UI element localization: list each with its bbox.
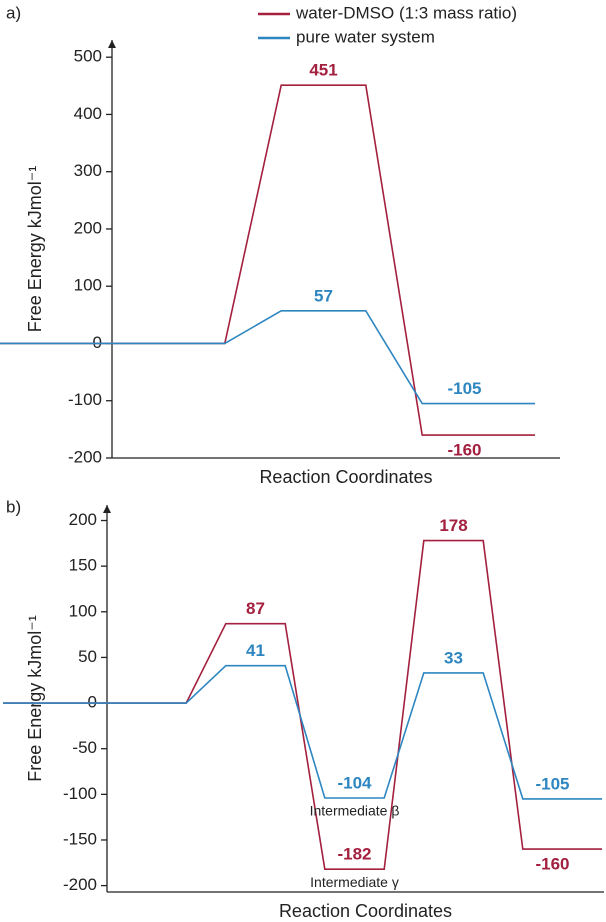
annotation: Intermediate γ — [310, 874, 399, 890]
value-label: -104 — [337, 773, 372, 792]
y-tick-label: 150 — [69, 556, 97, 575]
y-tick-label: -50 — [72, 738, 97, 757]
y-tick-label: 200 — [74, 218, 102, 237]
y-tick-label: -200 — [63, 875, 97, 894]
legend-label: pure water system — [296, 27, 435, 46]
y-tick-label: 400 — [74, 104, 102, 123]
energy-line — [3, 664, 602, 800]
panel-label: a) — [6, 3, 21, 22]
value-label: 41 — [246, 641, 265, 660]
y-tick-label: 500 — [74, 47, 102, 66]
y-tick-label: 50 — [78, 647, 97, 666]
y-tick-label: -150 — [63, 829, 97, 848]
value-label: 451 — [309, 61, 337, 80]
y-tick-label: 0 — [93, 333, 102, 352]
value-label: -160 — [535, 855, 569, 874]
y-tick-label: 200 — [69, 510, 97, 529]
y-tick-label: 100 — [74, 276, 102, 295]
y-axis-title: Free Energy kJmol⁻¹ — [25, 615, 45, 782]
y-tick-label: 300 — [74, 161, 102, 180]
y-tick-label: 0 — [88, 693, 97, 712]
value-label: 87 — [246, 599, 265, 618]
x-axis-title: Reaction Coordinates — [259, 467, 432, 487]
energy-line — [0, 310, 535, 405]
y-axis-arrow — [108, 40, 116, 48]
y-axis-title: Free Energy kJmol⁻¹ — [25, 166, 45, 333]
x-axis-title: Reaction Coordinates — [279, 901, 452, 921]
annotation: Intermediate β — [310, 803, 400, 819]
value-label: -160 — [447, 441, 481, 460]
legend-label: water-DMSO (1:3 mass ratio) — [295, 3, 517, 22]
value-label: -105 — [535, 774, 569, 793]
value-label: -182 — [337, 845, 371, 864]
value-label: 33 — [444, 648, 463, 667]
y-tick-label: -100 — [63, 784, 97, 803]
energy-line — [3, 539, 602, 870]
y-tick-label: -200 — [68, 447, 102, 466]
value-label: 57 — [314, 286, 333, 305]
y-tick-label: -100 — [68, 390, 102, 409]
value-label: -105 — [447, 379, 481, 398]
value-label: 178 — [439, 516, 467, 535]
y-tick-label: 100 — [69, 601, 97, 620]
y-axis-arrow — [103, 505, 111, 513]
panel-label: b) — [6, 497, 21, 516]
